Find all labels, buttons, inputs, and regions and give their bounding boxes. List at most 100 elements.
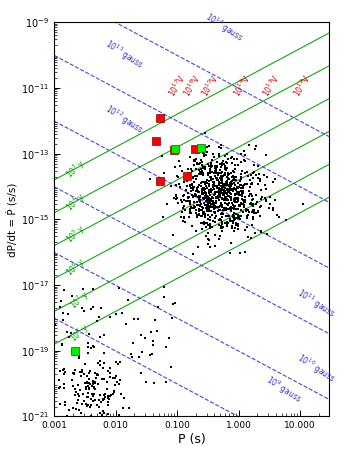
Point xyxy=(213,188,219,196)
Point xyxy=(231,205,237,212)
Point xyxy=(205,196,210,203)
Point xyxy=(97,333,103,340)
Point xyxy=(206,188,211,195)
Point xyxy=(251,216,256,223)
Point xyxy=(208,189,213,196)
Point xyxy=(192,162,197,169)
Point xyxy=(204,184,209,191)
Point xyxy=(182,174,187,182)
Point xyxy=(230,225,235,232)
Point xyxy=(95,359,101,366)
Point xyxy=(94,370,100,377)
Point xyxy=(193,206,199,213)
Point xyxy=(231,227,237,234)
Point xyxy=(181,214,186,222)
Point xyxy=(212,208,218,216)
Text: 10$^{11}$ gauss: 10$^{11}$ gauss xyxy=(294,285,338,321)
Point xyxy=(224,185,230,193)
Point xyxy=(238,181,243,188)
Point xyxy=(180,209,185,216)
Point xyxy=(105,367,110,375)
Point xyxy=(195,183,201,190)
Point xyxy=(220,207,226,214)
Point xyxy=(193,227,199,235)
Point xyxy=(231,214,236,222)
Point xyxy=(225,169,230,176)
Point xyxy=(216,193,221,201)
Point xyxy=(241,198,247,206)
Point xyxy=(161,213,166,220)
Point xyxy=(224,167,229,174)
Point xyxy=(212,204,217,211)
Point xyxy=(243,205,249,212)
Point xyxy=(220,172,226,179)
Point xyxy=(249,196,254,203)
Point xyxy=(230,178,235,185)
Point xyxy=(196,195,202,202)
Point xyxy=(219,219,225,226)
Point xyxy=(211,185,217,193)
Point xyxy=(234,183,239,191)
Point xyxy=(199,169,204,177)
Point xyxy=(90,398,95,405)
Point xyxy=(242,158,248,165)
Point xyxy=(217,189,223,197)
Point xyxy=(194,214,200,221)
Point xyxy=(212,214,218,222)
Point xyxy=(231,156,236,163)
Point xyxy=(212,183,218,190)
Point xyxy=(191,202,197,209)
Point xyxy=(240,188,246,195)
Point xyxy=(187,200,193,207)
Point xyxy=(189,181,194,188)
Point xyxy=(170,231,175,239)
Point xyxy=(94,401,100,409)
Point xyxy=(257,213,262,220)
Point xyxy=(237,214,242,222)
Point xyxy=(231,184,237,192)
Point xyxy=(189,204,194,212)
Point xyxy=(195,187,201,194)
Point xyxy=(204,203,210,211)
Point xyxy=(204,220,210,227)
Point xyxy=(150,337,156,345)
Point xyxy=(161,284,167,291)
Point xyxy=(221,189,227,196)
Point xyxy=(215,204,220,211)
Point xyxy=(92,380,97,387)
Point xyxy=(204,148,210,155)
Point xyxy=(102,392,107,399)
Point xyxy=(163,378,169,386)
Point xyxy=(255,162,261,169)
Point xyxy=(228,179,233,186)
Point xyxy=(216,181,222,188)
Point xyxy=(235,212,241,219)
Point xyxy=(249,190,254,198)
Point xyxy=(185,194,190,202)
Point xyxy=(211,182,216,189)
Point xyxy=(216,181,222,188)
Point xyxy=(222,162,228,169)
Text: 10$^{12}$V: 10$^{12}$V xyxy=(291,72,314,99)
Point xyxy=(69,377,74,384)
Point xyxy=(218,192,223,199)
Point xyxy=(73,388,79,395)
Point xyxy=(79,304,85,312)
Point xyxy=(173,181,178,188)
Point xyxy=(263,185,269,193)
Point xyxy=(218,185,224,193)
Point xyxy=(218,225,223,232)
Text: 10$^{17}$V: 10$^{17}$V xyxy=(166,72,189,99)
Point xyxy=(110,390,116,398)
Point xyxy=(191,184,196,191)
Point xyxy=(263,198,269,205)
Point xyxy=(205,200,211,207)
Point xyxy=(179,167,185,174)
Point xyxy=(221,205,227,212)
Point xyxy=(202,210,208,217)
Point xyxy=(126,404,131,411)
Point xyxy=(219,213,225,221)
Point xyxy=(76,393,82,400)
Point xyxy=(177,183,183,191)
Point xyxy=(242,203,247,211)
